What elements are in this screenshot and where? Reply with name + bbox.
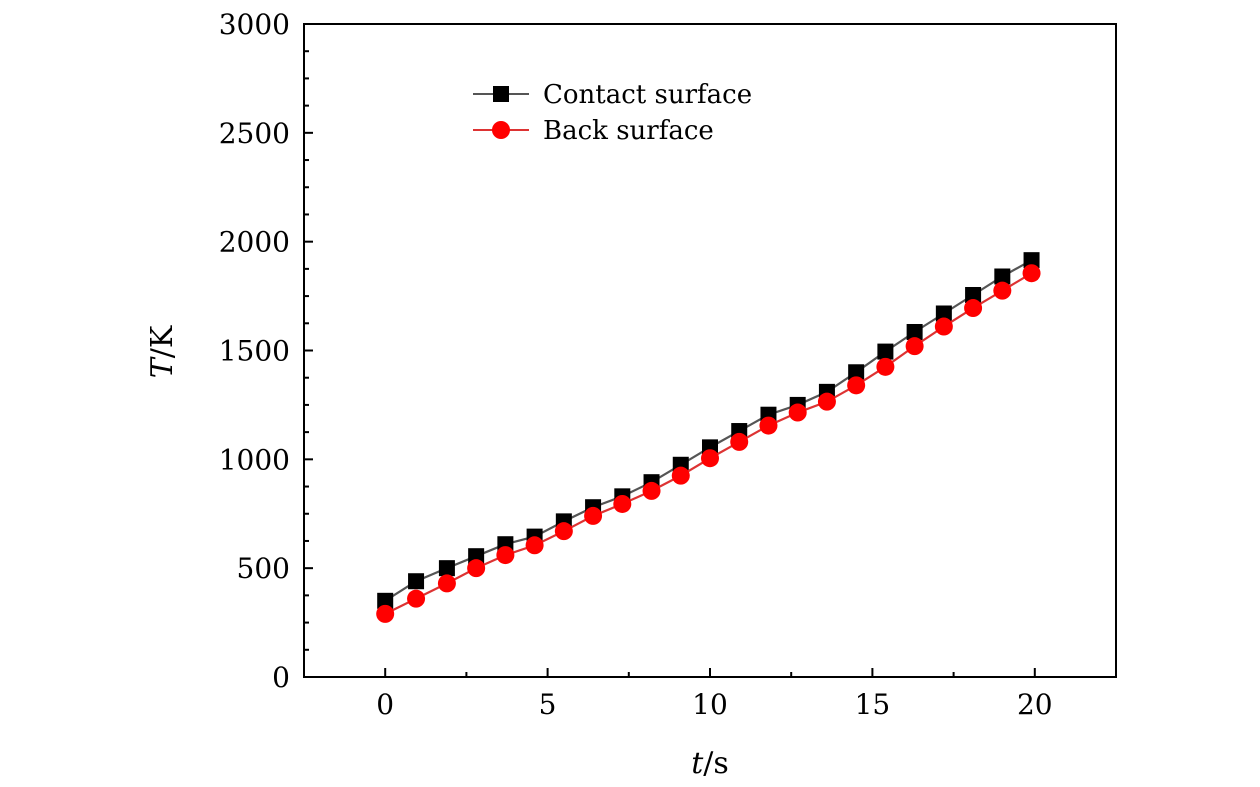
- data-point-back-surface: [993, 281, 1012, 300]
- data-point-back-surface: [671, 466, 690, 485]
- legend: Contact surface Back surface: [473, 80, 752, 146]
- x-tick-label: 10: [692, 688, 728, 721]
- y-axis: 0 500 1000 1500 2000 2500 3000: [219, 8, 313, 694]
- data-point-back-surface: [554, 522, 573, 541]
- data-point-contact-surface: [438, 560, 455, 577]
- legend-marker-circle: [492, 121, 510, 139]
- y-axis-unit: /K: [145, 325, 180, 358]
- data-point-back-surface: [847, 376, 866, 395]
- data-point-back-surface: [496, 546, 515, 565]
- y-tick-label: 1500: [219, 335, 290, 368]
- y-axis-variable: T: [145, 356, 180, 378]
- data-point-back-surface: [934, 317, 953, 336]
- data-point-back-surface: [964, 299, 983, 318]
- data-point-back-surface: [376, 604, 395, 623]
- y-tick-label: 1000: [219, 443, 290, 476]
- legend-item-back-surface: Back surface: [473, 116, 714, 146]
- series-layer: [376, 252, 1041, 623]
- legend-label-back-surface: Back surface: [543, 116, 714, 146]
- data-point-contact-surface: [408, 573, 425, 590]
- x-axis-variable: t: [691, 746, 704, 781]
- legend-label-contact-surface: Contact surface: [543, 80, 752, 110]
- y-tick-label: 2500: [219, 117, 290, 150]
- data-point-back-surface: [584, 506, 603, 525]
- data-point-contact-surface: [1023, 252, 1040, 269]
- y-tick-label: 3000: [219, 8, 290, 41]
- data-point-contact-surface: [848, 364, 865, 381]
- x-axis-title: t/s: [691, 746, 729, 781]
- data-point-back-surface: [642, 481, 661, 500]
- x-tick-label: 5: [539, 688, 557, 721]
- data-point-back-surface: [525, 536, 544, 555]
- data-point-contact-surface: [906, 323, 923, 340]
- data-point-back-surface: [467, 559, 486, 578]
- data-point-contact-surface: [935, 305, 952, 322]
- data-point-back-surface: [817, 392, 836, 411]
- x-tick-label: 20: [1017, 688, 1053, 721]
- data-point-back-surface: [613, 494, 632, 513]
- data-point-back-surface: [788, 403, 807, 422]
- data-point-back-surface: [730, 432, 749, 451]
- y-tick-label: 500: [237, 552, 290, 585]
- y-tick-label: 0: [272, 661, 290, 694]
- data-point-contact-surface: [377, 592, 394, 609]
- legend-marker-square: [493, 86, 509, 102]
- x-tick-label: 0: [376, 688, 394, 721]
- data-point-back-surface: [876, 357, 895, 376]
- data-point-back-surface: [407, 589, 426, 608]
- y-axis-title: T/K: [145, 325, 180, 378]
- x-tick-label: 15: [855, 688, 891, 721]
- legend-item-contact-surface: Contact surface: [473, 80, 752, 110]
- data-point-back-surface: [1022, 264, 1041, 283]
- data-point-back-surface: [701, 449, 719, 468]
- x-axis-unit: /s: [703, 746, 729, 781]
- data-point-back-surface: [905, 337, 924, 356]
- data-point-contact-surface: [994, 268, 1011, 285]
- x-axis: 0 5 10 15 20: [376, 668, 1053, 721]
- y-tick-label: 2000: [219, 226, 290, 259]
- data-point-contact-surface: [965, 286, 982, 303]
- data-point-back-surface: [437, 574, 456, 593]
- data-point-contact-surface: [877, 343, 894, 360]
- data-point-back-surface: [759, 416, 778, 435]
